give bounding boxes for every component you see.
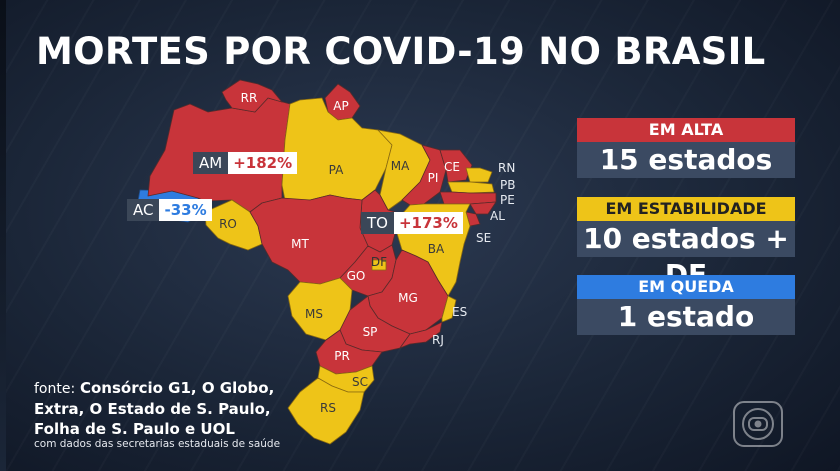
legend-estabilidade: EM ESTABILIDADE 10 estados + DF — [577, 197, 795, 291]
label-ms: MS — [305, 307, 323, 321]
legend-estabilidade-label: EM ESTABILIDADE — [577, 197, 795, 221]
label-sc: SC — [352, 375, 368, 389]
legend-alta: EM ALTA 15 estados — [577, 118, 795, 178]
source-text: fonte: Consórcio G1, O Globo, Extra, O E… — [34, 378, 274, 439]
callout-to-value: +173% — [393, 212, 463, 234]
label-rj: RJ — [432, 333, 444, 347]
callout-am: AM +182% — [193, 152, 298, 174]
legend-alta-value: 15 estados — [577, 142, 795, 178]
label-al: AL — [490, 209, 505, 223]
callout-to-code: TO — [361, 212, 394, 234]
label-pi: PI — [428, 171, 439, 185]
state-df — [371, 259, 387, 271]
callout-ac: AC -33% — [127, 199, 212, 221]
legend-queda-label: EM QUEDA — [577, 275, 795, 299]
label-go: GO — [347, 269, 366, 283]
callout-to: TO +173% — [361, 212, 463, 234]
label-df: DF — [371, 255, 387, 269]
source-line-3: Folha de S. Paulo e UOL — [34, 420, 235, 438]
state-pb — [447, 181, 495, 194]
state-rs — [287, 377, 365, 445]
callout-am-code: AM — [193, 152, 229, 174]
label-ma: MA — [391, 159, 410, 173]
label-pa: PA — [329, 163, 344, 177]
label-rr: RR — [241, 91, 258, 105]
label-rs: RS — [320, 401, 336, 415]
label-pr: PR — [334, 349, 350, 363]
page-title: MORTES POR COVID-19 NO BRASIL — [36, 30, 766, 73]
source-line-2: Extra, O Estado de S. Paulo, — [34, 400, 271, 418]
left-edge — [0, 0, 6, 471]
label-ro: RO — [219, 217, 237, 231]
brazil-map: RR AP PA MA CE PI RO MT BA DF GO MG MS S… — [137, 79, 515, 445]
callout-ac-code: AC — [127, 199, 160, 221]
state-es — [441, 295, 457, 323]
state-ce — [439, 149, 473, 183]
label-pe: PE — [500, 193, 515, 207]
label-ce: CE — [444, 160, 460, 174]
label-pb: PB — [500, 178, 515, 192]
label-se: SE — [476, 231, 491, 245]
callout-ac-value: -33% — [159, 199, 212, 221]
label-sp: SP — [363, 325, 378, 339]
legend-queda: EM QUEDA 1 estado — [577, 275, 795, 335]
state-al — [469, 201, 497, 215]
source-line-1: Consórcio G1, O Globo, — [79, 379, 275, 397]
label-ba: BA — [428, 242, 445, 256]
label-ap: AP — [333, 99, 348, 113]
state-rr — [221, 79, 283, 113]
source-prefix: fonte: — [34, 381, 76, 397]
legend-queda-value: 1 estado — [577, 299, 795, 335]
state-rn — [465, 167, 493, 183]
state-pe — [439, 191, 497, 205]
source-subtext: com dados das secretarias estaduais de s… — [34, 438, 281, 450]
callout-am-value: +182% — [228, 152, 298, 174]
label-mt: MT — [291, 237, 309, 251]
legend-estabilidade-value: 10 estados + DF — [577, 221, 795, 291]
label-es: ES — [452, 305, 467, 319]
label-mg: MG — [398, 291, 418, 305]
state-ro — [204, 199, 263, 251]
state-rj — [399, 321, 443, 349]
globo-logo-icon — [733, 401, 783, 447]
label-rn: RN — [498, 161, 515, 175]
legend-alta-label: EM ALTA — [577, 118, 795, 142]
